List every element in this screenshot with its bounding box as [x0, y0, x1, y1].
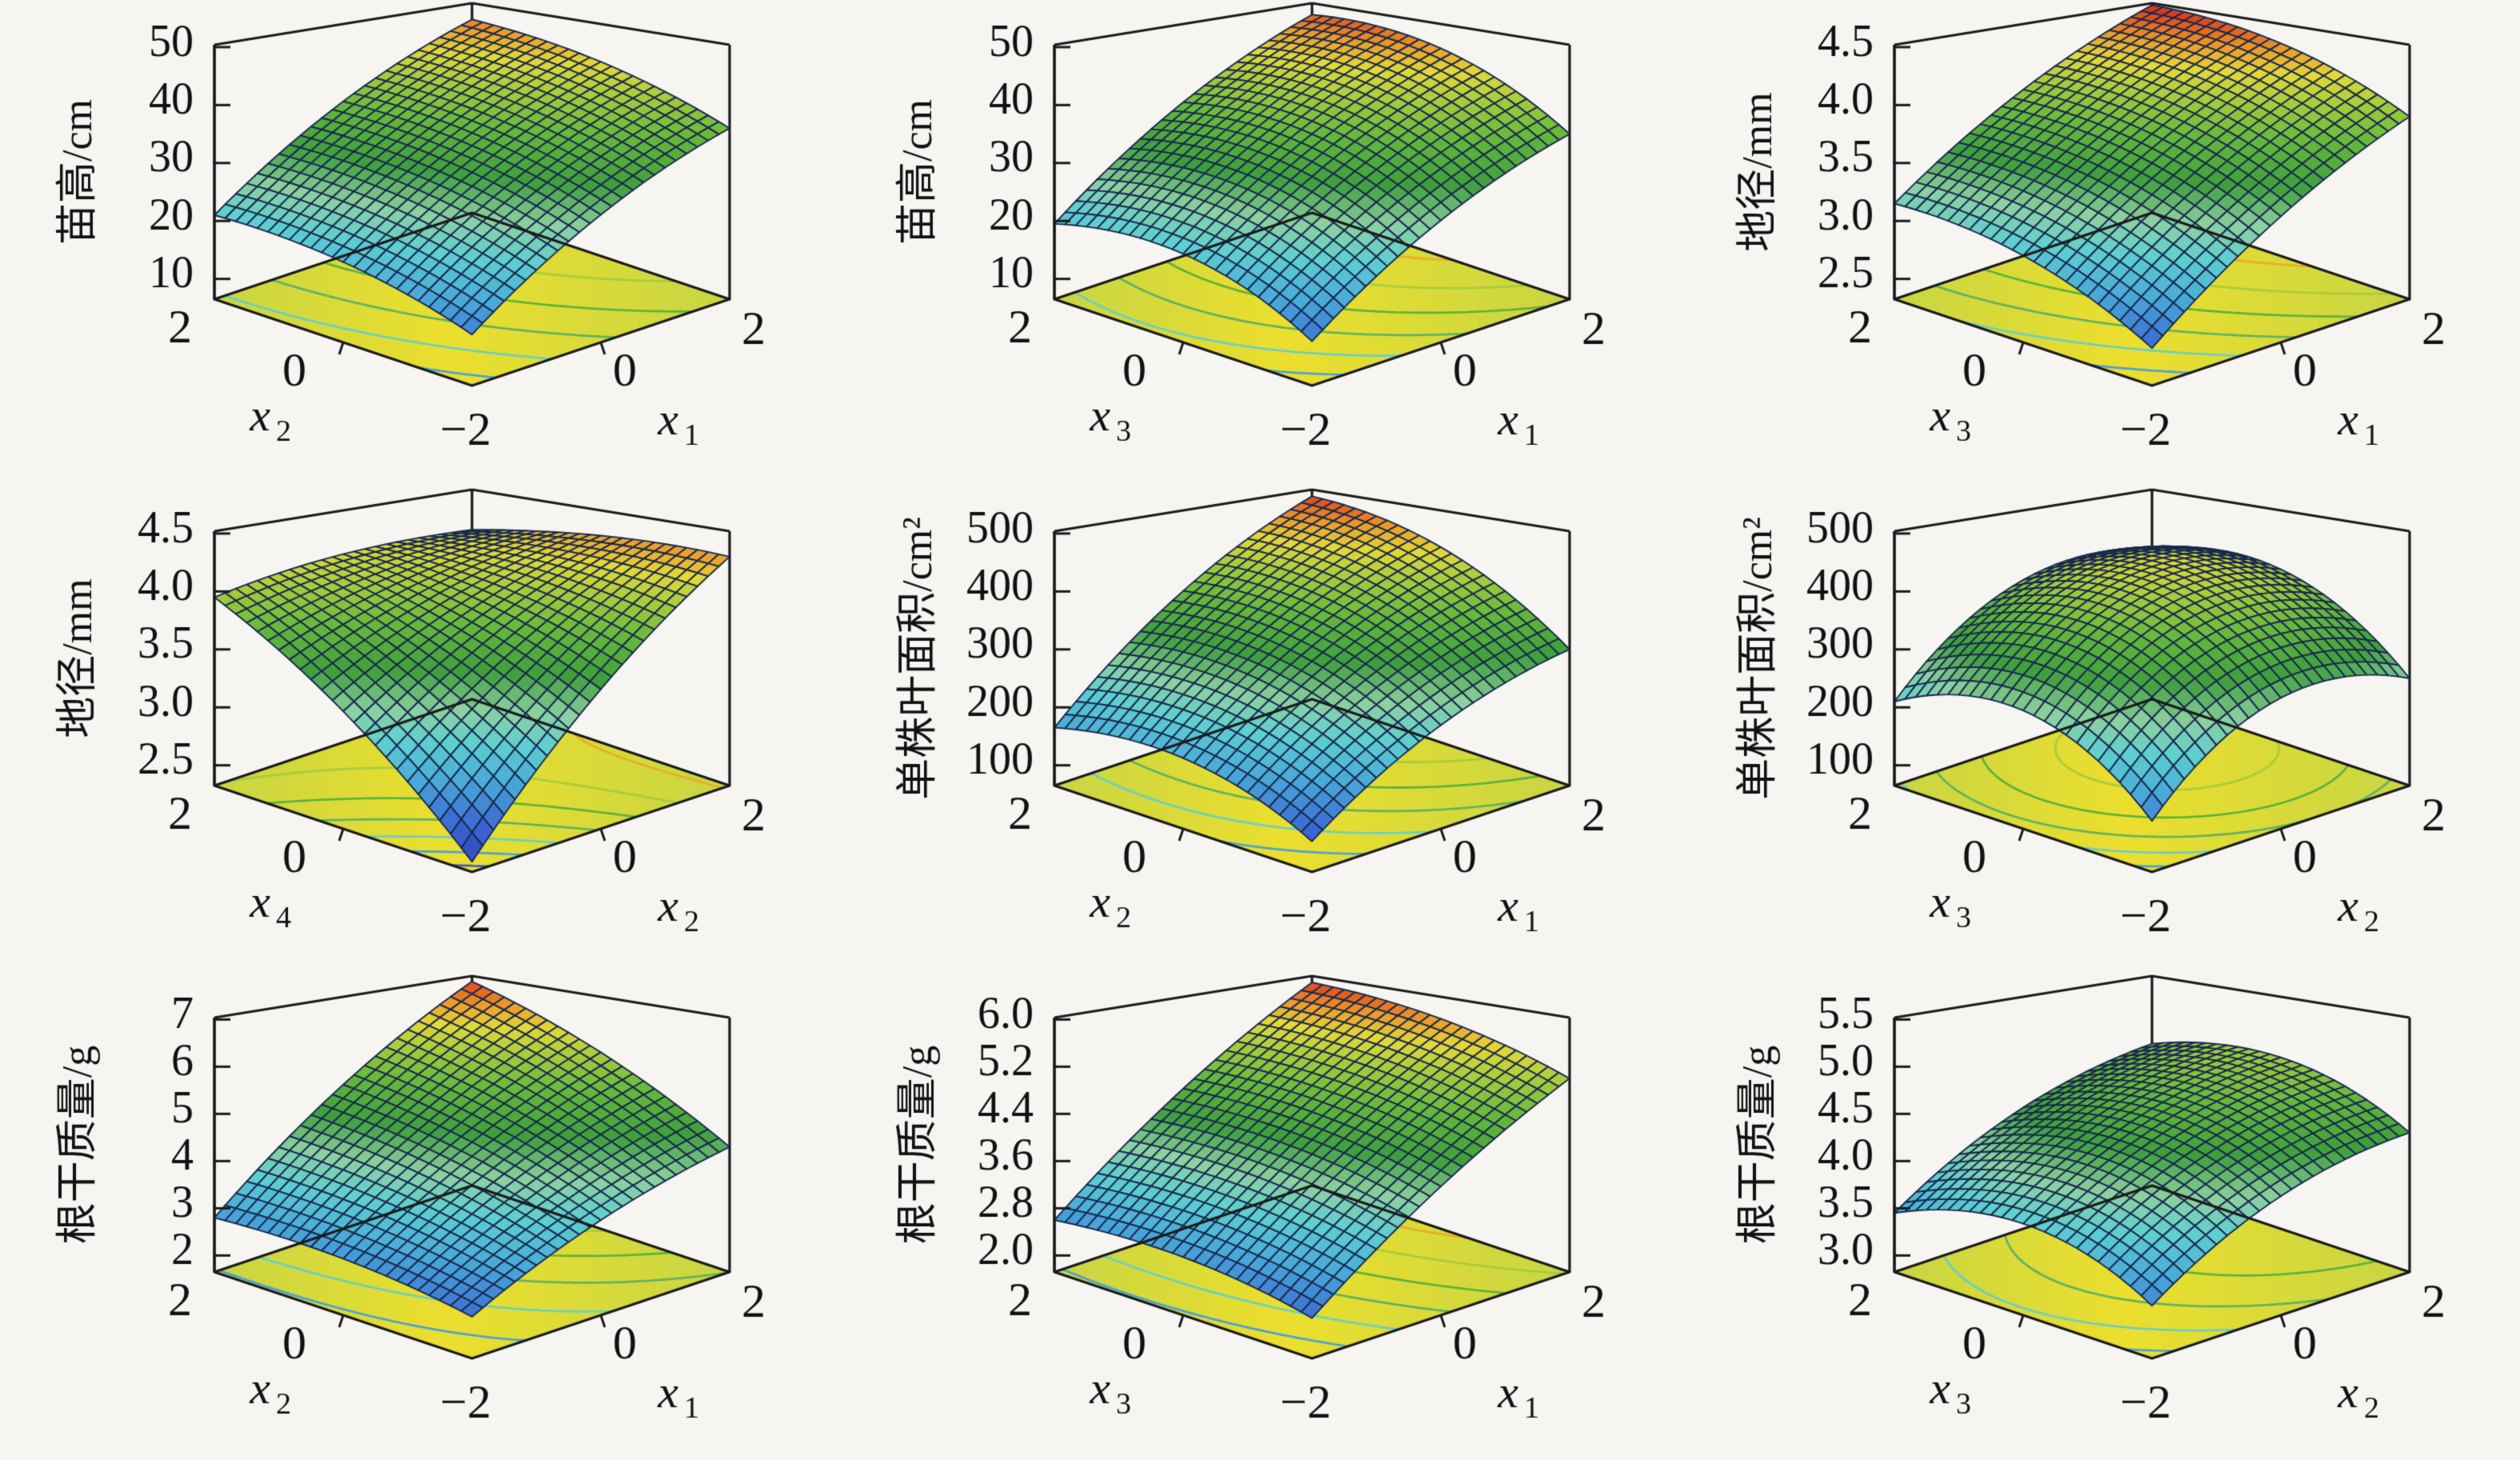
- surface-plot-canvas-8: [840, 973, 1680, 1459]
- surface-plot-canvas-7: [0, 973, 840, 1459]
- surface-plot-canvas-3: [1680, 0, 2520, 486]
- subplot-r1-c1: [0, 0, 840, 486]
- subplot-r3-c3: [1680, 973, 2520, 1459]
- subplot-r3-c1: [0, 973, 840, 1459]
- surface-plot-canvas-9: [1680, 973, 2520, 1459]
- subplot-r3-c2: [840, 973, 1680, 1459]
- surface-plot-canvas-5: [840, 486, 1680, 973]
- subplot-r2-c1: [0, 486, 840, 973]
- subplot-r1-c2: [840, 0, 1680, 486]
- subplot-r1-c3: [1680, 0, 2520, 486]
- surface-plot-canvas-2: [840, 0, 1680, 486]
- surface-plot-canvas-4: [0, 486, 840, 973]
- surface-plot-canvas-6: [1680, 486, 2520, 973]
- subplot-r2-c3: [1680, 486, 2520, 973]
- surface-plot-canvas-1: [0, 0, 840, 486]
- subplot-r2-c2: [840, 486, 1680, 973]
